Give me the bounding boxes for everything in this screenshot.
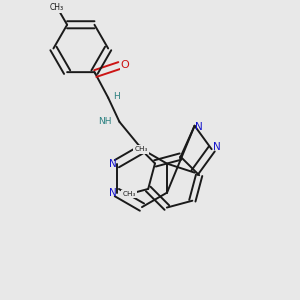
Text: O: O (121, 61, 130, 70)
Text: N: N (213, 142, 220, 152)
Text: NH: NH (98, 117, 111, 126)
Text: H: H (113, 92, 120, 100)
Text: N: N (109, 159, 117, 169)
Text: CH₃: CH₃ (134, 146, 148, 152)
Text: N: N (109, 188, 117, 198)
Text: N: N (195, 122, 202, 132)
Text: CH₃: CH₃ (122, 191, 136, 197)
Text: CH₃: CH₃ (50, 3, 64, 12)
